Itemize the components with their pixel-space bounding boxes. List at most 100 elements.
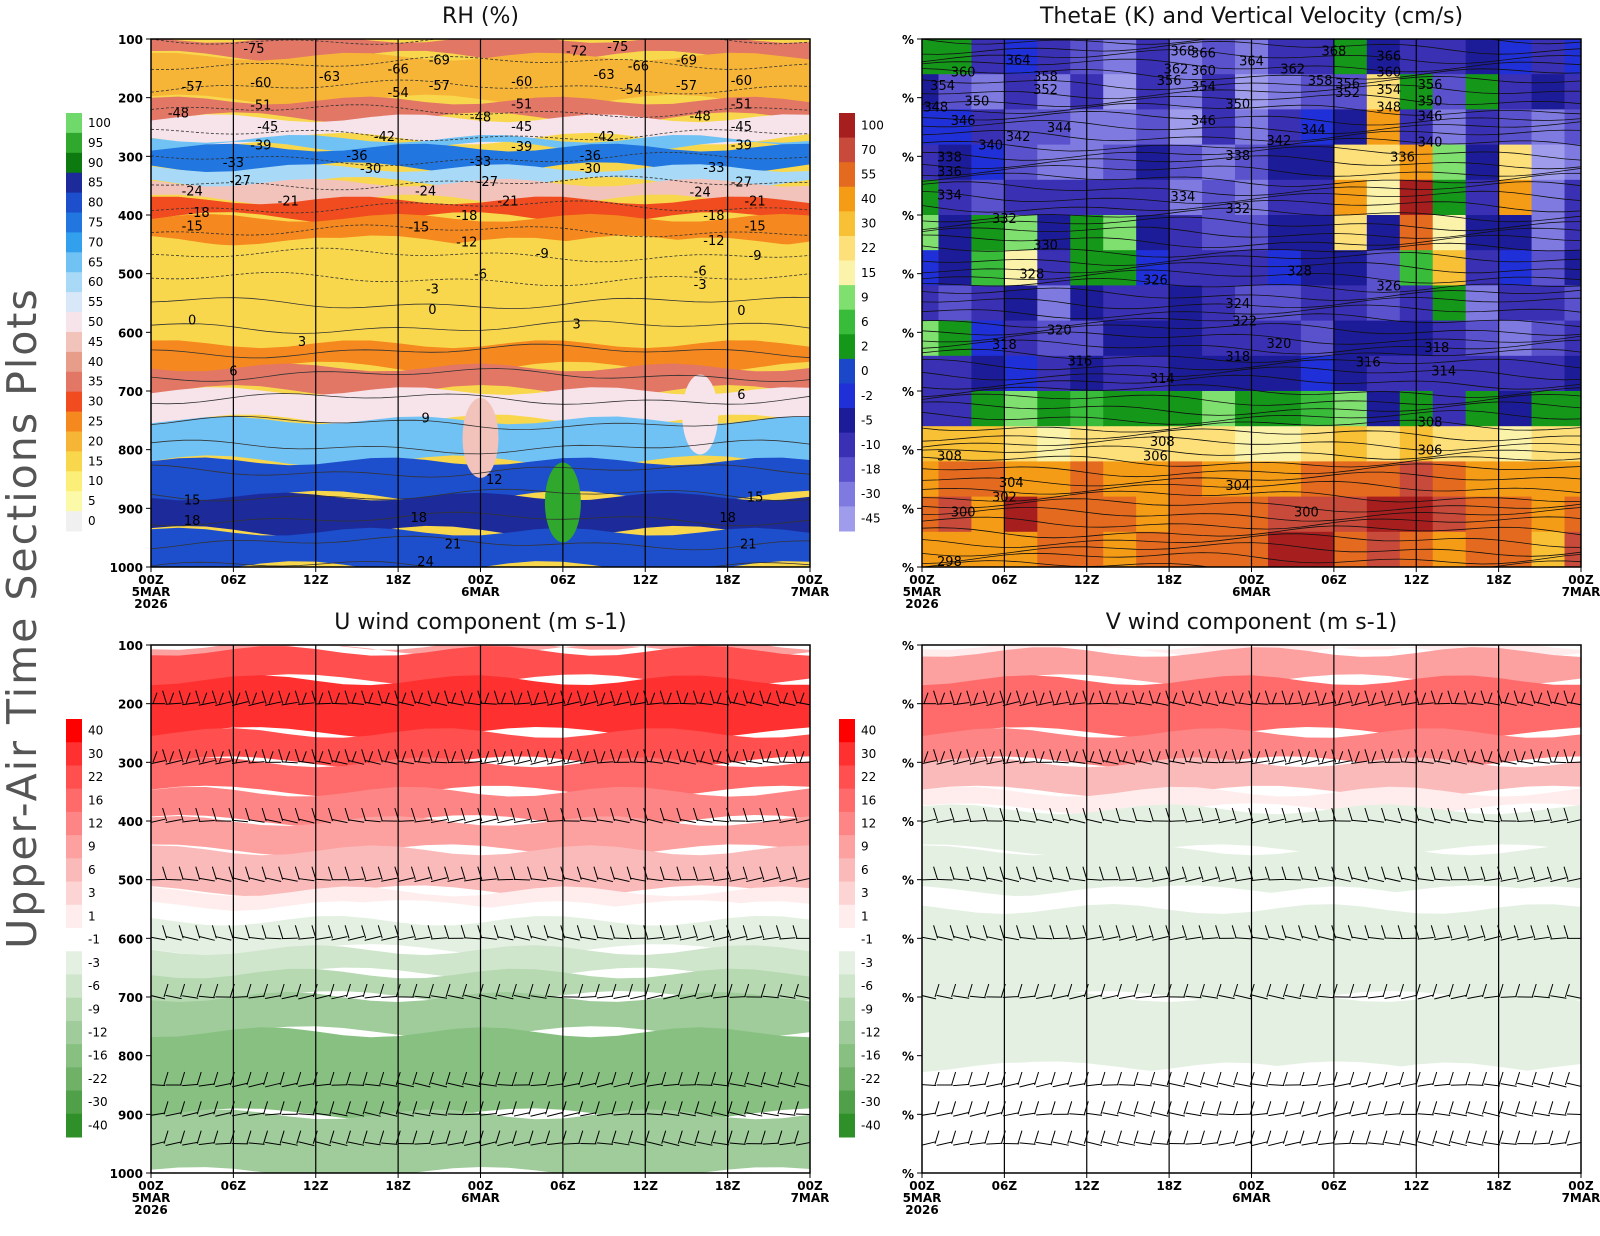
u-colorbar-label: 40 (88, 724, 103, 738)
thetae-w-cell (1333, 355, 1368, 392)
u-wind-barb-feather (611, 1071, 617, 1086)
thetae-w-cell (1169, 39, 1204, 76)
thetae-contour-label: 314 (1150, 372, 1175, 387)
u-wind-barb-feather (782, 751, 788, 763)
v-wind-barb-shaft (1069, 702, 1086, 706)
u-wind-barb-feather (245, 925, 251, 939)
u-wind-barb-shaft (613, 995, 630, 999)
u-wind-barb-shaft (696, 1084, 713, 1086)
v-colorbar-swatch (839, 858, 855, 883)
u-wind-barb-feather (162, 866, 168, 880)
thetae-w-cell (1037, 109, 1072, 146)
u-wind-barb-feather (377, 690, 383, 704)
u-wind-barb-shaft (779, 1142, 796, 1146)
v-wind-barb-feather (1316, 1101, 1322, 1115)
u-wind-barb-feather (759, 925, 765, 939)
u-wind-barb-shaft (480, 1083, 497, 1087)
v-wind-barb-feather (1065, 925, 1071, 939)
v-wind-barb-shaft (1384, 1141, 1401, 1146)
thetae-w-cell (1202, 74, 1237, 111)
u-wind-barb-shaft (712, 1083, 730, 1087)
u-wind-barb-feather (178, 925, 184, 939)
u-wind-barb-shaft (696, 759, 713, 765)
v-wind-barb-feather (1480, 807, 1486, 822)
v-wind-barb-feather (1049, 866, 1055, 880)
v-wind-barb-feather (1100, 1130, 1106, 1144)
u-wind-barb-feather (528, 1071, 534, 1086)
u-wind-barb-feather (792, 807, 798, 822)
thetae-w-cell (1366, 179, 1401, 216)
u-colorbar-label: 6 (88, 863, 96, 877)
rh-xdate-label: 7MAR (791, 585, 830, 599)
v-wind-barb-shaft (1168, 701, 1185, 707)
v-wind-barb-feather (984, 1130, 990, 1144)
u-wind-barb-feather (344, 807, 350, 822)
u-wind-barb-shaft (430, 1142, 448, 1146)
v-wind-barb-feather (1504, 751, 1510, 763)
v-wind-barb-shaft (1036, 995, 1053, 999)
u-wind-barb-feather (246, 1101, 252, 1115)
rh-colorbar-label: 25 (88, 415, 103, 429)
v-wind-barb-feather (1039, 751, 1045, 763)
thetae-w-cell (1103, 461, 1138, 498)
u-wind-barb-feather (377, 925, 383, 939)
thetae-w-cell (938, 39, 973, 76)
u-wind-barb-feather (261, 690, 267, 704)
u-wind-barb-shaft (613, 1141, 630, 1146)
thetae-w-cell (1202, 320, 1237, 357)
rh-contour-label: -24 (415, 184, 436, 199)
u-wind-barb-feather (716, 751, 722, 763)
u-wind-barb-feather (444, 807, 450, 822)
u-wind-barb-shaft (182, 878, 199, 882)
rh-xdate-label: 5MAR (132, 585, 171, 599)
v-wind-barb-feather (1248, 807, 1254, 822)
thetae-w-cell (1564, 39, 1581, 76)
thetae-w-cell (1564, 74, 1581, 111)
v-wind-barb-shaft (986, 936, 1003, 941)
thetae-w-cell (1300, 461, 1335, 498)
rh-contour-label: 0 (188, 313, 196, 328)
u-wind-barb-shaft (464, 818, 481, 824)
v-wind-barb-shaft (1483, 935, 1501, 941)
v-wind-barb-feather (1421, 751, 1427, 763)
u-wind-barb-feather (694, 983, 700, 998)
u-wind-barb-feather (511, 1101, 517, 1115)
thetae-w-cell (1169, 74, 1204, 111)
v-wind-barb-shaft (1052, 701, 1069, 706)
u-wind-barb-feather (543, 807, 549, 822)
u-wind-barb-shaft (646, 1113, 663, 1116)
v-wind-barb-feather (1432, 1071, 1438, 1086)
u-wind-barb-shaft (679, 818, 696, 824)
v-wind-barb-feather (1148, 925, 1154, 939)
u-wind-barb-shaft (547, 759, 564, 765)
u-wind-barb-feather (384, 751, 390, 763)
thetae-w-cell (1103, 320, 1138, 357)
thetae-w-cell (1333, 215, 1368, 252)
v-wind-barb-shaft (1434, 760, 1451, 765)
u-wind-barb-feather (285, 751, 291, 763)
v-wind-barb-shaft (1036, 818, 1053, 824)
v-wind-barb-feather (1264, 866, 1270, 880)
v-ytick-label: % (902, 698, 914, 712)
u-wind-barb-feather (811, 1101, 815, 1114)
u-wind-barb-feather (744, 1101, 750, 1115)
thetae-w-cell (1333, 109, 1368, 146)
v-wind-barb-shaft (1052, 1141, 1069, 1146)
u-wind-barb-feather (576, 749, 582, 763)
u-wind-barb-shaft (480, 702, 497, 705)
u-wind-barb-feather (344, 925, 350, 939)
v-wind-barb-shaft (1533, 877, 1550, 883)
v-wind-barb-feather (1065, 866, 1071, 880)
v-wind-barb-feather (917, 749, 921, 762)
u-ytick-label: 700 (118, 991, 143, 1005)
thetae-colorbar-swatch (839, 334, 855, 360)
rh-contour-label: -51 (731, 98, 752, 113)
thetae-contour-line (922, 560, 1581, 567)
u-wind-barb-feather (493, 749, 499, 763)
thetae-colorbar-label: -2 (861, 389, 873, 403)
v-wind-barb-feather (1563, 925, 1569, 939)
u-wind-barb-shaft (430, 995, 448, 999)
u-wind-barb-feather (152, 751, 158, 763)
thetae-contour-label: 338 (937, 150, 962, 165)
u-colorbar-swatch (66, 765, 82, 790)
